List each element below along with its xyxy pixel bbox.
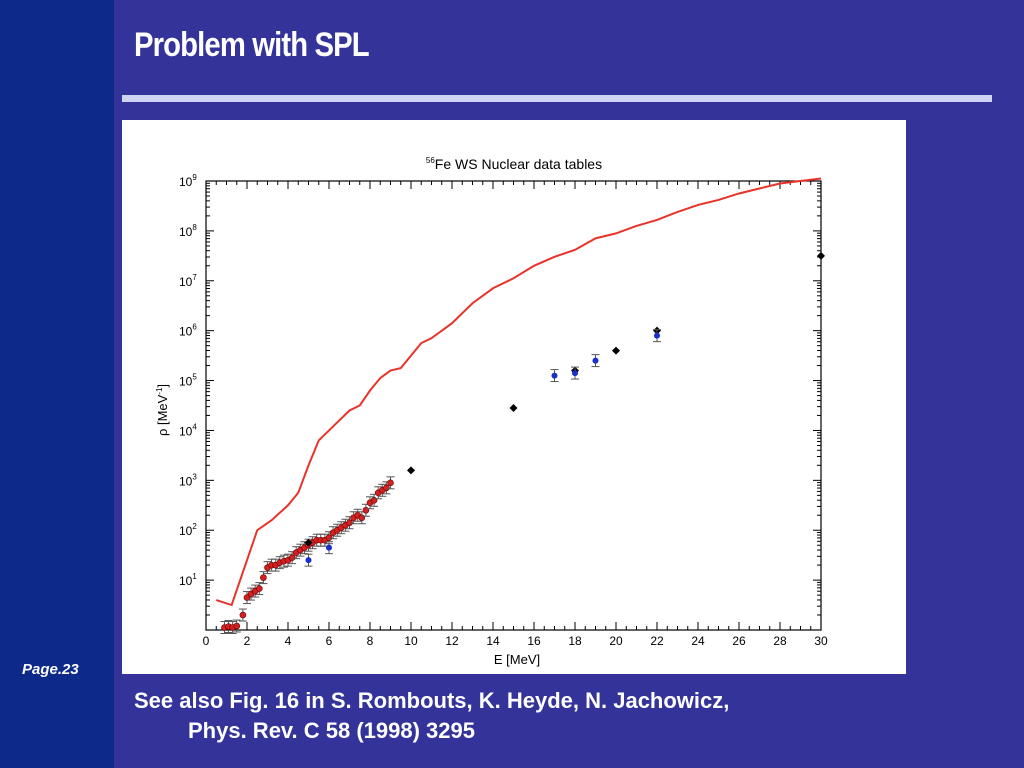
x-tick-label: 16 xyxy=(527,634,541,648)
red-data-point xyxy=(362,506,370,514)
x-tick-label: 18 xyxy=(568,634,582,648)
x-tick-label: 10 xyxy=(404,634,418,648)
red-data-point xyxy=(260,574,267,581)
y-tick-label: 104 xyxy=(179,422,197,438)
x-axis-label: E [MeV] xyxy=(494,652,540,667)
caption-line-1: See also Fig. 16 in S. Rombouts, K. Heyd… xyxy=(134,688,730,713)
x-tick-label: 4 xyxy=(285,634,292,648)
blue-data-point xyxy=(654,332,660,339)
blue-data-point xyxy=(592,357,599,364)
y-axis-label-close: ] xyxy=(155,384,170,388)
black-data-point xyxy=(612,346,620,355)
y-tick-label: 107 xyxy=(179,273,197,289)
slide-title: Problem with SPL xyxy=(134,26,370,64)
x-tick-label: 12 xyxy=(445,634,459,648)
x-tick-label: 0 xyxy=(203,634,210,648)
black-data-point xyxy=(304,538,313,547)
x-tick-label: 30 xyxy=(814,634,828,648)
red-data-point xyxy=(233,622,241,630)
black-data-point xyxy=(817,251,825,260)
y-tick-label: 109 xyxy=(179,173,197,189)
x-tick-label: 2 xyxy=(244,634,251,648)
chart-title-text: Fe WS Nuclear data tables xyxy=(435,156,602,172)
red-data-point xyxy=(288,554,296,561)
blue-data-point xyxy=(305,557,312,564)
red-data-point xyxy=(256,585,263,592)
y-axis-label-text: ρ [MeV xyxy=(155,394,170,436)
blue-data-point xyxy=(551,372,558,379)
chart-panel: 56Fe WS Nuclear data tables E [MeV] ρ [M… xyxy=(122,120,906,674)
chart-title: 56Fe WS Nuclear data tables xyxy=(426,156,602,172)
x-tick-label: 14 xyxy=(486,634,500,648)
y-axis-label-exp: -1 xyxy=(155,387,164,395)
red-data-point xyxy=(239,611,247,619)
y-axis-label: ρ [MeV-1] xyxy=(155,384,170,436)
y-tick-label: 108 xyxy=(179,223,197,239)
sidebar-strip xyxy=(0,0,114,768)
reference-caption: See also Fig. 16 in S. Rombouts, K. Heyd… xyxy=(134,686,729,746)
y-tick-label: 101 xyxy=(179,572,197,588)
ws-curve-line xyxy=(215,177,822,607)
red-data-point xyxy=(358,514,366,522)
y-tick-label: 106 xyxy=(179,323,197,339)
red-data-point xyxy=(346,519,353,527)
blue-data-point xyxy=(572,370,578,377)
x-tick-label: 28 xyxy=(773,634,787,648)
black-data-point xyxy=(509,403,518,412)
red-data-point xyxy=(370,496,378,504)
x-tick-label: 22 xyxy=(650,634,664,648)
black-data-point xyxy=(407,466,415,475)
y-tick-label: 102 xyxy=(179,522,197,538)
chart-title-isotope: 56 xyxy=(426,156,435,165)
blue-data-point xyxy=(326,544,332,551)
x-tick-label: 24 xyxy=(691,634,705,648)
red-data-point xyxy=(325,534,333,542)
page-number: Page.23 xyxy=(22,661,79,678)
y-tick-label: 103 xyxy=(179,472,197,488)
x-tick-label: 20 xyxy=(609,634,623,648)
red-data-point xyxy=(387,479,394,487)
caption-line-2: Phys. Rev. C 58 (1998) 3295 xyxy=(188,718,475,743)
x-tick-label: 8 xyxy=(367,634,374,648)
density-plot: 56Fe WS Nuclear data tables E [MeV] ρ [M… xyxy=(155,156,828,667)
x-tick-label: 6 xyxy=(326,634,333,648)
red-data-point xyxy=(383,484,390,492)
y-tick-label: 105 xyxy=(179,373,197,389)
x-tick-label: 26 xyxy=(732,634,746,648)
title-divider xyxy=(122,95,992,102)
